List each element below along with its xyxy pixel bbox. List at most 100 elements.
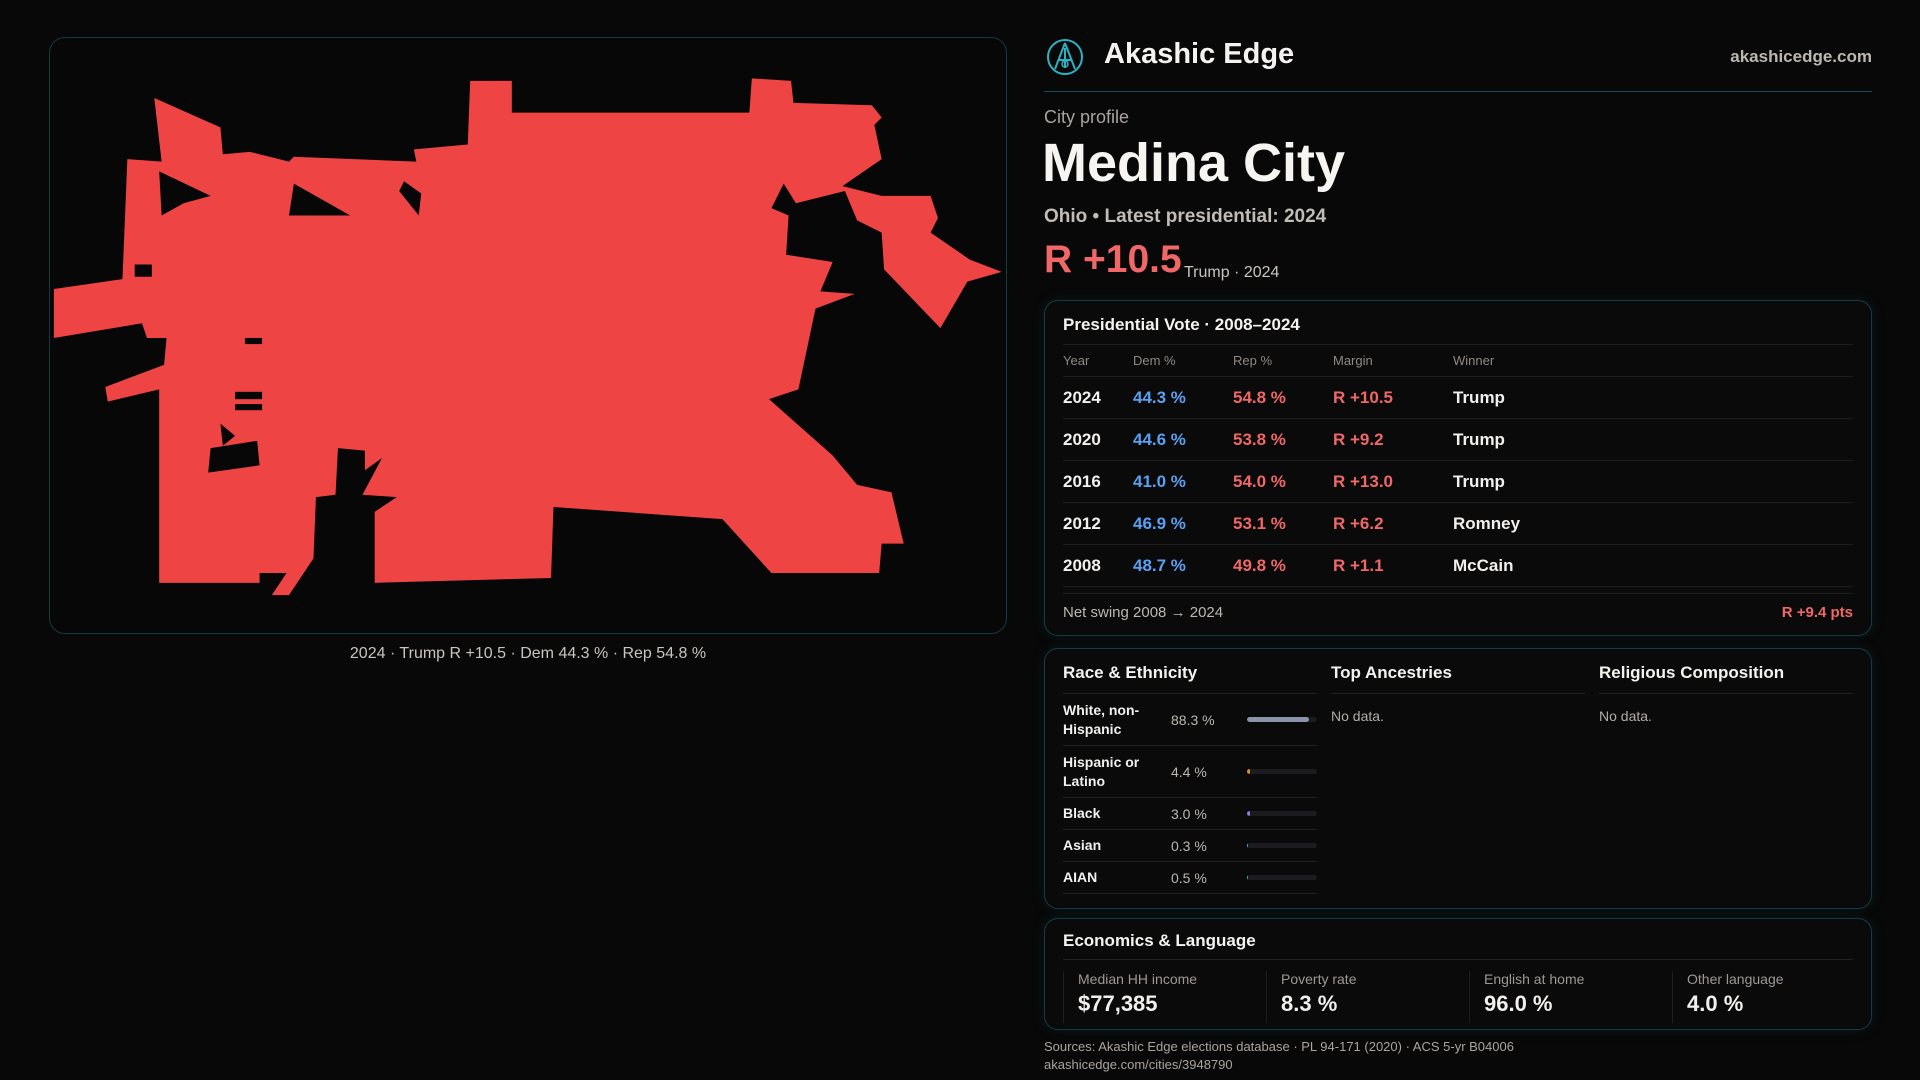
net-swing-label: Net swing 2008 → 2024 — [1063, 604, 1224, 621]
col-margin: Margin — [1333, 353, 1373, 368]
cell-rep: 54.8 % — [1233, 387, 1286, 407]
econ-title: Economics & Language — [1063, 931, 1256, 950]
stat-label: Other language — [1687, 971, 1784, 987]
cell-year: 2024 — [1063, 387, 1101, 407]
cell-winner: McCain — [1453, 555, 1514, 575]
stat-label: Median HH income — [1078, 971, 1198, 987]
race-bar — [1247, 769, 1317, 774]
race-title: Race & Ethnicity — [1063, 663, 1317, 694]
race-bar — [1247, 843, 1317, 848]
map-caption: 2024 · Trump R +10.5 · Dem 44.3 % · Rep … — [349, 645, 707, 662]
card-title: Presidential Vote · 2008–2024 — [1063, 315, 1300, 334]
stat-value: 8.3 % — [1281, 991, 1338, 1016]
cell-year: 2016 — [1063, 471, 1101, 491]
stat-value: 96.0 % — [1484, 991, 1553, 1016]
stat-median-income: Median HH income $77,385 — [1063, 971, 1266, 1023]
race-row: Hispanic or Latino 4.4 % — [1063, 746, 1317, 798]
race-pct: 3.0 % — [1171, 805, 1207, 822]
cell-margin: R +6.2 — [1333, 513, 1384, 533]
cell-winner: Trump — [1453, 471, 1505, 491]
race-bar-fill — [1247, 717, 1309, 722]
cell-dem: 44.3 % — [1133, 387, 1186, 407]
latest-winner: Trump · 2024 — [1184, 264, 1280, 281]
race-name: AIAN — [1063, 869, 1098, 885]
economics-card: Economics & Language Median HH income $77… — [1044, 918, 1872, 1030]
race-row: White, non-Hispanic 88.3 % — [1063, 694, 1317, 746]
cell-dem: 44.6 % — [1133, 429, 1186, 449]
stat-value: $77,385 — [1078, 991, 1158, 1016]
cell-margin: R +13.0 — [1333, 471, 1394, 491]
ancestries-empty: No data. — [1331, 708, 1384, 724]
latest-margin: R +10.5 — [1044, 238, 1182, 281]
map-holes — [134, 171, 422, 473]
cell-margin: R +1.1 — [1333, 555, 1384, 575]
table-row: 2008 48.7 % 49.8 % R +1.1 McCain — [1063, 545, 1853, 587]
race-name: Hispanic or Latino — [1063, 753, 1140, 789]
sources-text: Sources: Akashic Edge elections database… — [1044, 1039, 1514, 1054]
race-pct: 88.3 % — [1171, 711, 1215, 728]
race-bar — [1247, 875, 1317, 880]
race-name: Asian — [1063, 837, 1102, 853]
ancestries-title: Top Ancestries — [1331, 663, 1585, 694]
religion-title: Religious Composition — [1599, 663, 1853, 694]
cell-dem: 41.0 % — [1133, 471, 1186, 491]
table-row: 2020 44.6 % 53.8 % R +9.2 Trump — [1063, 419, 1853, 461]
demographics-card: Race & Ethnicity White, non-Hispanic 88.3… — [1044, 648, 1872, 909]
stat-label: Poverty rate — [1281, 971, 1357, 987]
page-url[interactable]: akashicedge.com/cities/3948790 — [1044, 1057, 1233, 1072]
cell-year: 2012 — [1063, 513, 1101, 533]
vote-table: Year Dem % Rep % Margin Winner 2024 44.3 … — [1063, 344, 1853, 587]
stat-value: 4.0 % — [1687, 991, 1744, 1016]
presidential-vote-card: Presidential Vote · 2008–2024 Year Dem %… — [1044, 300, 1872, 636]
ancestries-section: Top Ancestries No data. — [1331, 663, 1585, 724]
religion-empty: No data. — [1599, 708, 1652, 724]
page-eyebrow: City profile — [1044, 107, 1130, 127]
stat-label: English at home — [1484, 971, 1585, 987]
col-rep: Rep % — [1233, 353, 1273, 368]
net-swing: Net swing 2008 → 2024 R +9.4 pts — [1063, 593, 1853, 621]
race-row: AIAN 0.5 % — [1063, 862, 1317, 894]
cell-winner: Trump — [1453, 387, 1505, 407]
akashic-logo-icon — [1047, 39, 1083, 75]
race-bar-fill — [1247, 811, 1250, 816]
cell-margin: R +9.2 — [1333, 429, 1384, 449]
col-winner: Winner — [1453, 353, 1495, 368]
stat-english: English at home 96.0 % — [1469, 971, 1672, 1023]
cell-rep: 54.0 % — [1233, 471, 1286, 491]
cell-winner: Romney — [1453, 513, 1521, 533]
table-row: 2024 44.3 % 54.8 % R +10.5 Trump — [1063, 377, 1853, 419]
footer: Sources: Akashic Edge elections database… — [1044, 1038, 1514, 1074]
race-section: Race & Ethnicity White, non-Hispanic 88.3… — [1063, 663, 1317, 894]
race-bar-fill — [1247, 769, 1250, 774]
race-row: Asian 0.3 % — [1063, 830, 1317, 862]
col-year: Year — [1063, 353, 1090, 368]
site-link[interactable]: akashicedge.com — [1730, 47, 1872, 66]
race-row: Black 3.0 % — [1063, 798, 1317, 830]
net-swing-value: R +9.4 pts — [1781, 604, 1853, 621]
brand-name: Akashic Edge — [1104, 38, 1295, 70]
cell-dem: 46.9 % — [1133, 513, 1186, 533]
race-pct: 4.4 % — [1171, 763, 1207, 780]
cell-rep: 53.8 % — [1233, 429, 1286, 449]
cell-margin: R +10.5 — [1333, 387, 1394, 407]
race-name: Black — [1063, 805, 1101, 821]
race-pct: 0.5 % — [1171, 869, 1207, 886]
cell-winner: Trump — [1453, 429, 1505, 449]
page-subtitle: Ohio • Latest presidential: 2024 — [1044, 206, 1327, 227]
race-bar — [1247, 811, 1317, 816]
cell-dem: 48.7 % — [1133, 555, 1186, 575]
table-row: 2016 41.0 % 54.0 % R +13.0 Trump — [1063, 461, 1853, 503]
stat-poverty: Poverty rate 8.3 % — [1266, 971, 1469, 1023]
cell-rep: 49.8 % — [1233, 555, 1286, 575]
page-title: Medina City — [1042, 133, 1346, 193]
stat-other-language: Other language 4.0 % — [1672, 971, 1875, 1023]
col-dem: Dem % — [1133, 353, 1176, 368]
cell-year: 2020 — [1063, 429, 1101, 449]
cell-year: 2008 — [1063, 555, 1101, 575]
cell-rep: 53.1 % — [1233, 513, 1286, 533]
religion-section: Religious Composition No data. — [1599, 663, 1853, 724]
city-boundary-shape[interactable] — [53, 78, 1002, 596]
race-bar — [1247, 717, 1317, 722]
table-header: Year Dem % Rep % Margin Winner — [1063, 345, 1853, 377]
